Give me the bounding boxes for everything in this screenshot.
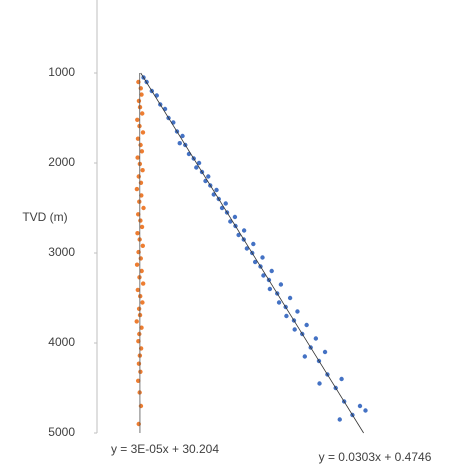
trendline-equation: y = 0.0303x + 0.4746 (319, 450, 432, 464)
point (260, 255, 265, 260)
point (136, 339, 141, 344)
point (180, 133, 185, 139)
trendline-equation: y = 3E-05x + 30.204 (111, 442, 219, 456)
point (251, 241, 256, 247)
point (223, 201, 228, 206)
point (136, 306, 142, 311)
y-tick-label: 4000 (48, 335, 75, 349)
point (228, 219, 233, 224)
point (357, 403, 363, 409)
point (219, 205, 225, 211)
point (140, 300, 145, 305)
point (134, 319, 139, 324)
y-tick-label: 2000 (48, 155, 75, 169)
point (138, 142, 143, 148)
point (139, 268, 144, 274)
point (136, 174, 141, 179)
point (139, 325, 144, 330)
point (135, 136, 141, 141)
point (140, 168, 145, 173)
point (337, 417, 342, 422)
point (140, 111, 145, 116)
point (140, 243, 145, 248)
point (317, 381, 322, 386)
point (177, 141, 182, 146)
point (278, 282, 284, 287)
point (138, 369, 143, 374)
point (284, 313, 289, 319)
point (135, 212, 141, 217)
point (138, 403, 144, 409)
point (269, 268, 274, 274)
point (139, 224, 145, 230)
point (136, 98, 142, 104)
point (134, 262, 140, 267)
point (261, 273, 266, 278)
point (304, 322, 309, 328)
point (138, 86, 143, 91)
point (292, 327, 297, 332)
point (276, 300, 282, 305)
point (313, 336, 319, 341)
point (138, 256, 143, 261)
point (196, 160, 202, 166)
point (134, 186, 140, 192)
point (244, 246, 250, 251)
point (137, 199, 142, 204)
point (287, 295, 293, 301)
point (295, 309, 300, 314)
point (339, 376, 344, 382)
point (135, 155, 140, 160)
y-tick-label: 1000 (48, 65, 75, 79)
point (252, 259, 258, 265)
point (135, 231, 140, 236)
point (232, 214, 238, 220)
point (135, 117, 140, 123)
point (139, 193, 144, 198)
point (137, 331, 142, 337)
point (206, 174, 211, 179)
point (141, 205, 146, 211)
point (267, 286, 273, 292)
y-tick-label: 5000 (48, 425, 75, 439)
point (140, 130, 146, 135)
point (136, 361, 142, 366)
point (363, 408, 368, 413)
y-axis-label: TVD (m) (22, 210, 67, 224)
point (236, 232, 241, 238)
point (139, 92, 144, 97)
point (302, 354, 308, 359)
point (241, 228, 247, 233)
trendline (140, 72, 364, 434)
point (138, 218, 143, 223)
point (139, 149, 145, 154)
point (135, 287, 141, 293)
point (322, 349, 328, 355)
point (135, 378, 141, 383)
point (140, 281, 146, 286)
point (194, 165, 199, 170)
y-tick-label: 3000 (48, 245, 75, 259)
point (214, 187, 219, 193)
